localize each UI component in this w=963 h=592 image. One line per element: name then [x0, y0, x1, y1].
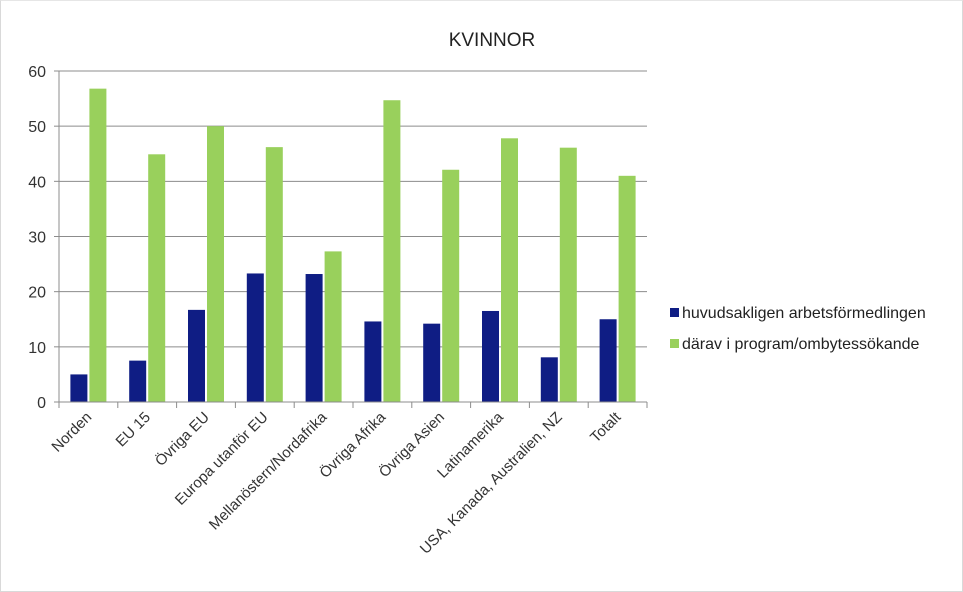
- x-tick-label: Norden: [48, 409, 95, 456]
- bar-series-1: [246, 273, 264, 402]
- y-tick-label: 20: [28, 285, 46, 302]
- legend-swatch-series-2: [670, 339, 679, 348]
- bars: [70, 88, 636, 403]
- bar-series-2: [618, 175, 636, 402]
- bar-series-1: [305, 274, 323, 402]
- legend-item-series-2: därav i program/ombytessökande: [670, 336, 920, 353]
- bar-series-2: [265, 147, 283, 402]
- y-axis-ticks: 0 10 20 30 40 50 60: [28, 64, 59, 412]
- bar-series-1: [364, 321, 382, 402]
- x-tick-label: Totalt: [587, 408, 625, 446]
- bar-series-2: [501, 138, 518, 402]
- bar-series-2: [559, 147, 577, 402]
- bar-series-2: [207, 126, 224, 403]
- bar-series-2: [324, 251, 342, 402]
- bar-series-2: [148, 154, 166, 402]
- y-tick-label: 10: [28, 340, 46, 357]
- bar-series-1: [540, 357, 558, 402]
- gridlines: [59, 70, 647, 348]
- bar-series-1: [599, 319, 617, 402]
- axes: [58, 71, 648, 408]
- x-tick-label: EU 15: [113, 409, 155, 451]
- chart-title: KVINNOR: [449, 30, 536, 51]
- x-tick-label: Övriga EU: [151, 408, 213, 470]
- bar-series-1: [482, 310, 499, 402]
- y-tick-label: 40: [28, 174, 46, 191]
- legend-swatch-series-1: [670, 308, 679, 317]
- x-tick-label: Mellanöstern/Nordafrika: [206, 408, 331, 533]
- bar-series-2: [442, 169, 460, 402]
- bar-series-1: [70, 374, 88, 402]
- legend-label-series-1: huvudsakligen arbetsförmedlingen: [682, 305, 926, 322]
- y-tick-label: 0: [37, 395, 46, 412]
- bar-series-1: [423, 323, 441, 402]
- bar-series-1: [188, 309, 205, 402]
- y-tick-label: 60: [28, 64, 46, 81]
- legend: huvudsakligen arbetsförmedlingen därav i…: [670, 305, 926, 353]
- y-tick-label: 30: [28, 230, 46, 247]
- bar-series-2: [383, 100, 401, 402]
- legend-item-series-1: huvudsakligen arbetsförmedlingen: [670, 305, 926, 322]
- bar-series-1: [129, 360, 147, 402]
- legend-label-series-2: därav i program/ombytessökande: [682, 336, 920, 353]
- y-tick-label: 50: [28, 119, 46, 136]
- bar-series-2: [89, 88, 107, 403]
